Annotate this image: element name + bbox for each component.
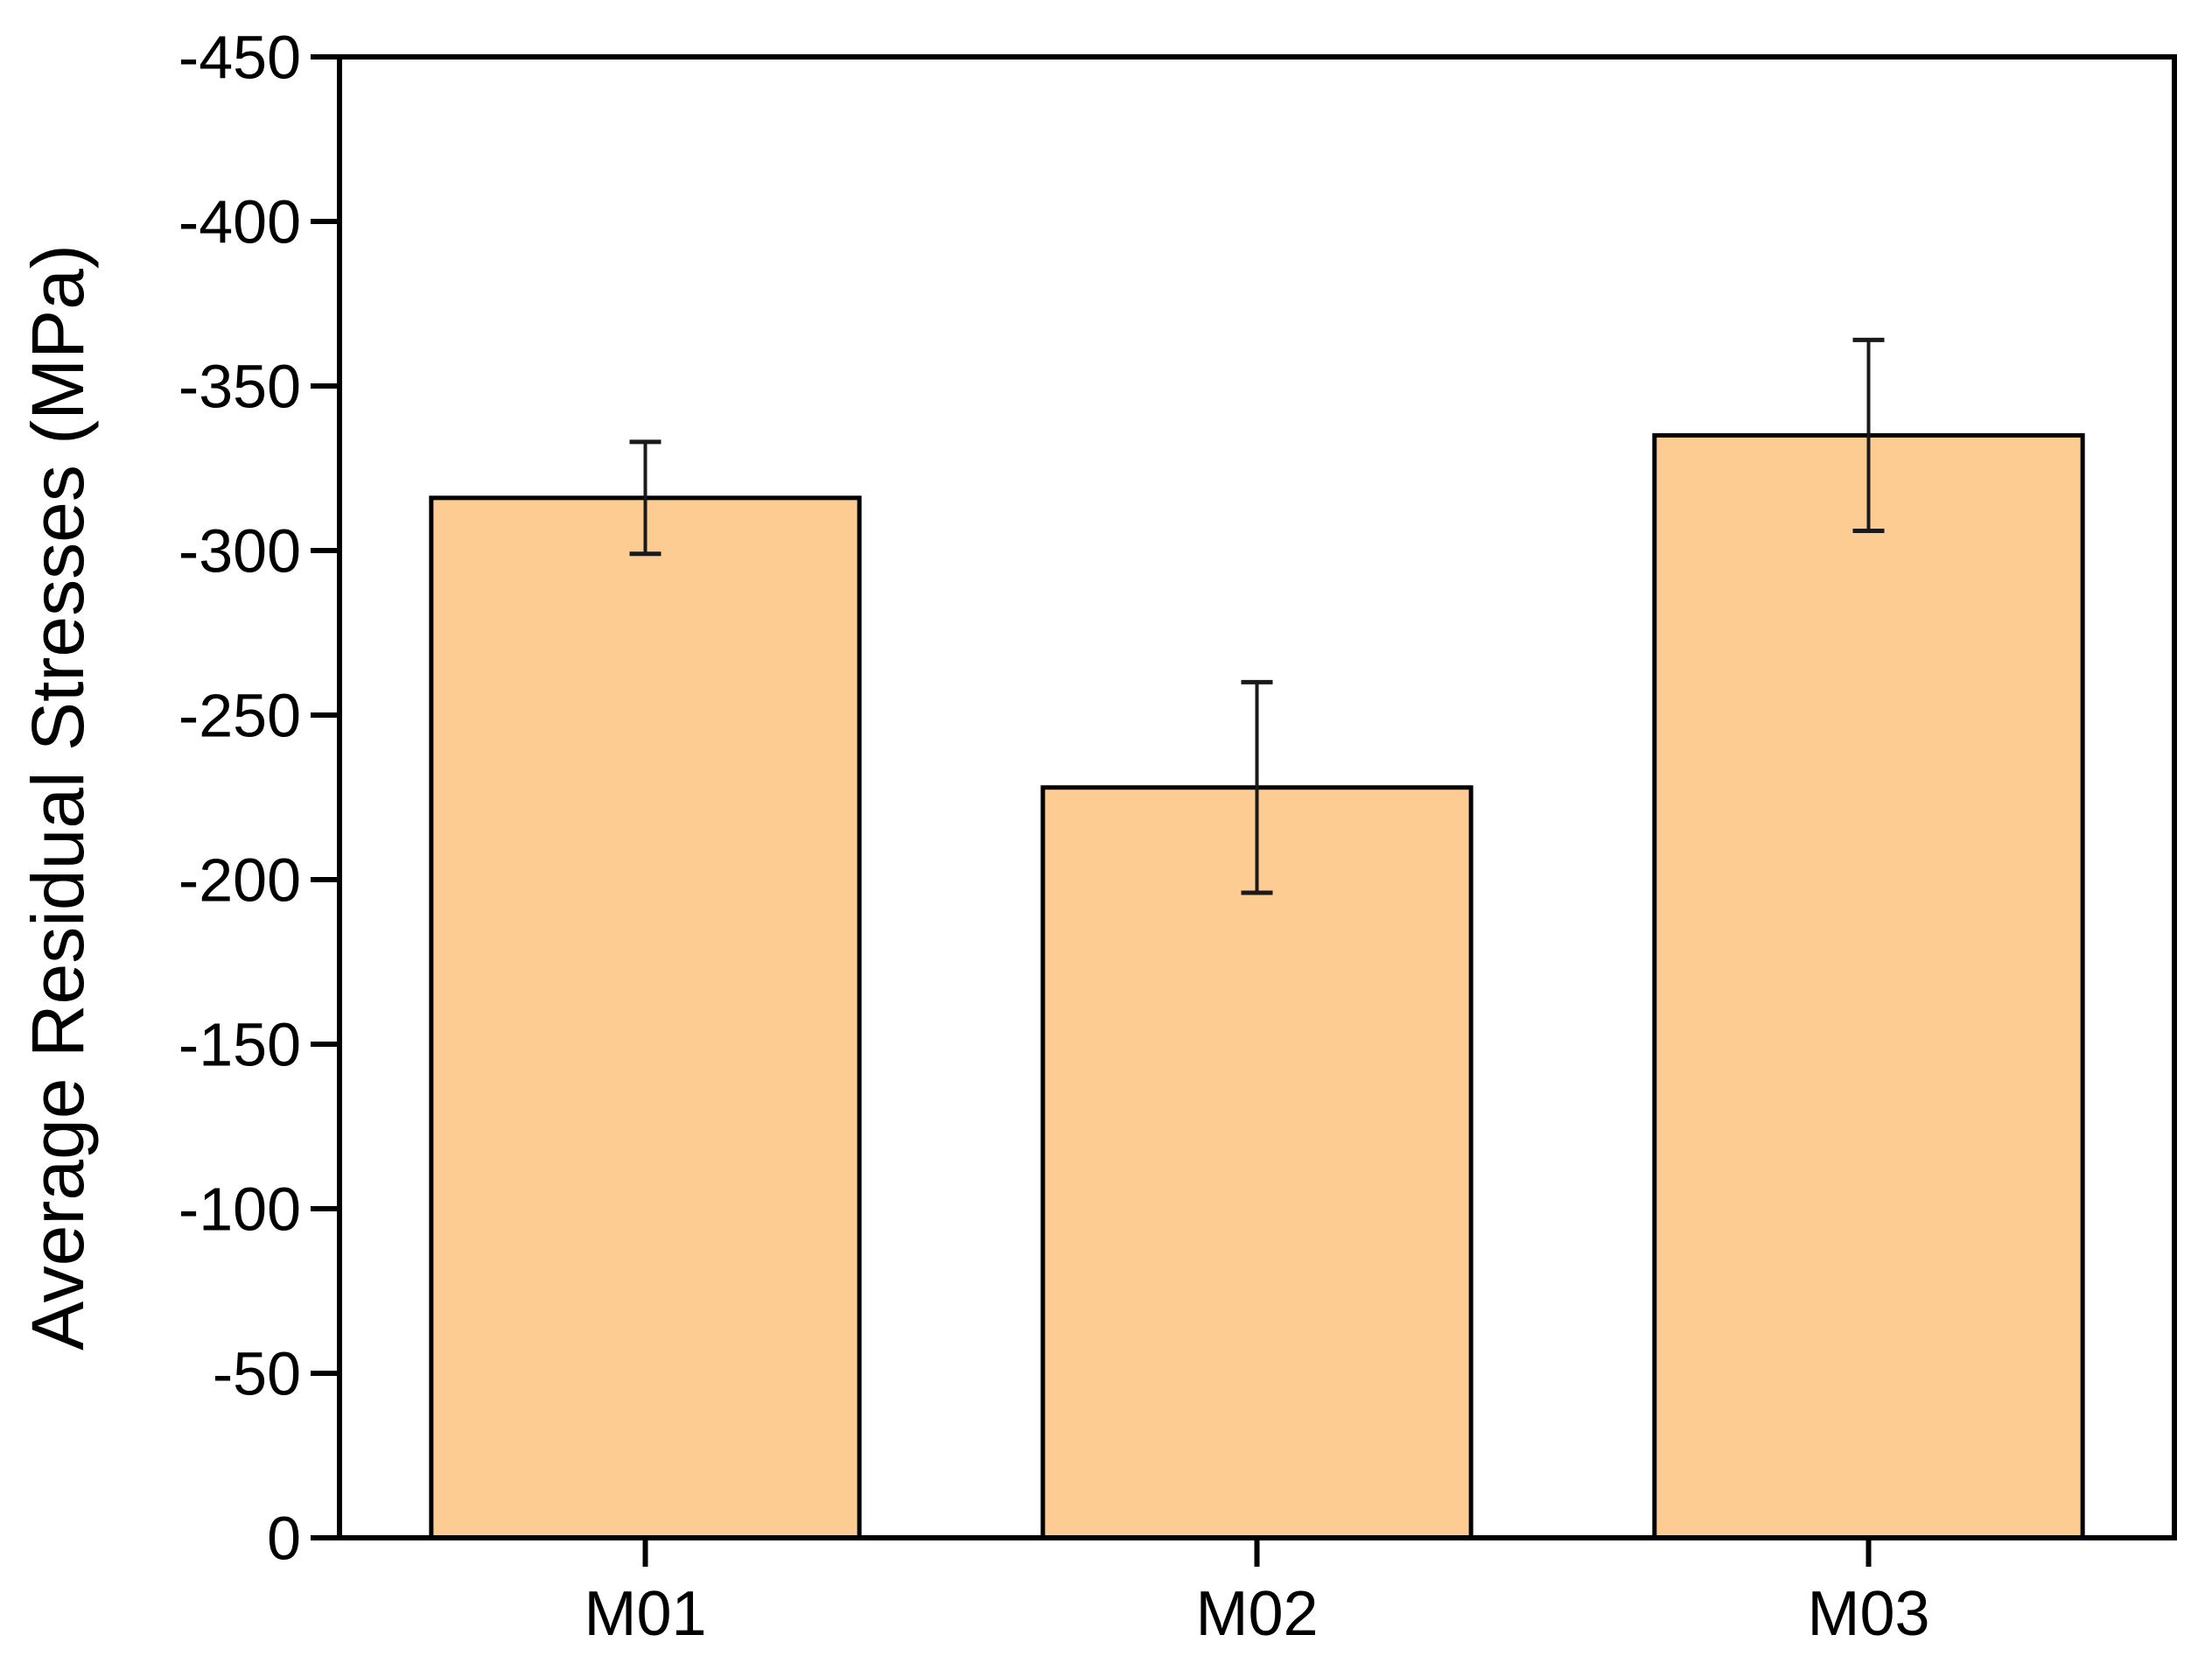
error-bar-M01 xyxy=(629,439,662,557)
y-axis-title: Average Residual Stresses (MPa) xyxy=(17,244,99,1351)
error-bar-M03 xyxy=(1852,337,1885,533)
x-tick-label-M03: M03 xyxy=(1807,1579,1929,1649)
axes-layer xyxy=(311,54,2177,1567)
y-tick-label: 0 xyxy=(267,1505,301,1573)
y-tick-label: -100 xyxy=(178,1175,301,1244)
y-tick-label: -400 xyxy=(178,188,301,256)
x-tick-label-M01: M01 xyxy=(584,1579,706,1649)
y-tick-label: -50 xyxy=(213,1340,301,1408)
bar-M02 xyxy=(1040,785,1474,1540)
bar-M01 xyxy=(429,495,862,1540)
bar-M03 xyxy=(1652,432,2085,1540)
y-tick-label: -250 xyxy=(178,682,301,750)
x-tick-label-M02: M02 xyxy=(1195,1579,1318,1649)
bars-layer xyxy=(429,432,2085,1540)
y-tick-label: -300 xyxy=(178,517,301,586)
y-tick-label: -450 xyxy=(178,24,301,92)
y-tick-label: -150 xyxy=(178,1011,301,1079)
error-bars-layer xyxy=(629,337,1885,895)
y-tick-label: -200 xyxy=(178,846,301,915)
labels-layer: 0 -50 -100 -150 -200 -250 -300 -350 -400 -450 M01 M… xyxy=(17,24,1930,1650)
error-bar-M02 xyxy=(1241,679,1273,895)
y-tick-label: -350 xyxy=(178,353,301,421)
